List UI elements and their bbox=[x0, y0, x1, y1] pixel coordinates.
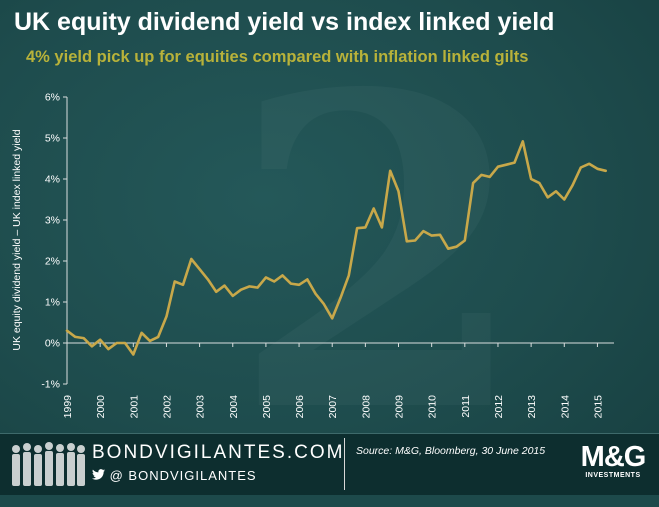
y-tick-label: 4% bbox=[45, 174, 60, 186]
x-tick-label: 2015 bbox=[592, 395, 604, 419]
footer: BONDVIGILANTES.COM @ BONDVIGILANTES Sour… bbox=[0, 433, 659, 495]
x-tick-label: 2012 bbox=[493, 395, 505, 419]
series-line bbox=[65, 140, 608, 356]
y-tick-label: -1% bbox=[41, 379, 60, 391]
brand-name[interactable]: BONDVIGILANTES.COM bbox=[92, 442, 345, 463]
x-tick-label: 2000 bbox=[95, 395, 107, 419]
social-handle-row: @ BONDVIGILANTES bbox=[92, 467, 257, 483]
x-tick-label: 2008 bbox=[360, 395, 372, 419]
x-tick-label: 2004 bbox=[228, 395, 240, 419]
logo-wordmark: M&G bbox=[580, 441, 647, 473]
x-tick-label: 2007 bbox=[327, 395, 339, 419]
chart: -1% 0% 1% 2% 3% 4% 5% 6% 1999 2000 2001 2002 2003 20… bbox=[11, 92, 614, 419]
y-tick-label: 3% bbox=[45, 215, 60, 227]
x-tick-label: 2003 bbox=[195, 395, 207, 419]
source-note: Source: M&G, Bloomberg, 30 June 2015 bbox=[356, 445, 546, 457]
x-tick-label: 2010 bbox=[427, 395, 439, 419]
chart-title: UK equity dividend yield vs index linked… bbox=[14, 8, 555, 36]
twitter-handle[interactable]: @ BONDVIGILANTES bbox=[109, 468, 257, 484]
mg-logo: M&G INVESTMENTS bbox=[578, 442, 648, 488]
twitter-bird-icon[interactable] bbox=[92, 468, 110, 483]
logo-subtitle: INVESTMENTS bbox=[585, 472, 641, 479]
y-tick-label: 0% bbox=[45, 338, 60, 350]
x-tick-label: 1999 bbox=[62, 395, 74, 419]
slide-background: 2 bbox=[0, 0, 659, 494]
y-tick-label: 5% bbox=[45, 133, 60, 145]
x-tick-label: 2006 bbox=[294, 395, 306, 419]
x-tick-label: 2005 bbox=[261, 395, 273, 419]
footer-divider bbox=[344, 438, 345, 490]
people-silhouettes-icon bbox=[12, 442, 85, 486]
x-tick-label: 2014 bbox=[559, 395, 571, 419]
x-tick-label: 2009 bbox=[394, 395, 406, 419]
y-axis-label: UK equity dividend yield – UK index link… bbox=[11, 129, 23, 350]
series-group bbox=[65, 140, 608, 356]
y-tick-label: 2% bbox=[45, 256, 60, 268]
y-tick-label: 1% bbox=[45, 297, 60, 309]
x-tick-label: 2011 bbox=[460, 395, 472, 418]
y-tick-label: 6% bbox=[45, 92, 60, 104]
y-axis: -1% 0% 1% 2% 3% 4% 5% 6% bbox=[41, 92, 68, 391]
x-tick-label: 2013 bbox=[526, 395, 538, 419]
x-tick-label: 2002 bbox=[161, 395, 173, 419]
chart-subtitle: 4% yield pick up for equities compared w… bbox=[26, 48, 529, 66]
x-tick-label: 2001 bbox=[128, 395, 140, 419]
x-axis: 1999 2000 2001 2002 2003 2004 2005 2006 2007 2008… bbox=[62, 342, 614, 419]
